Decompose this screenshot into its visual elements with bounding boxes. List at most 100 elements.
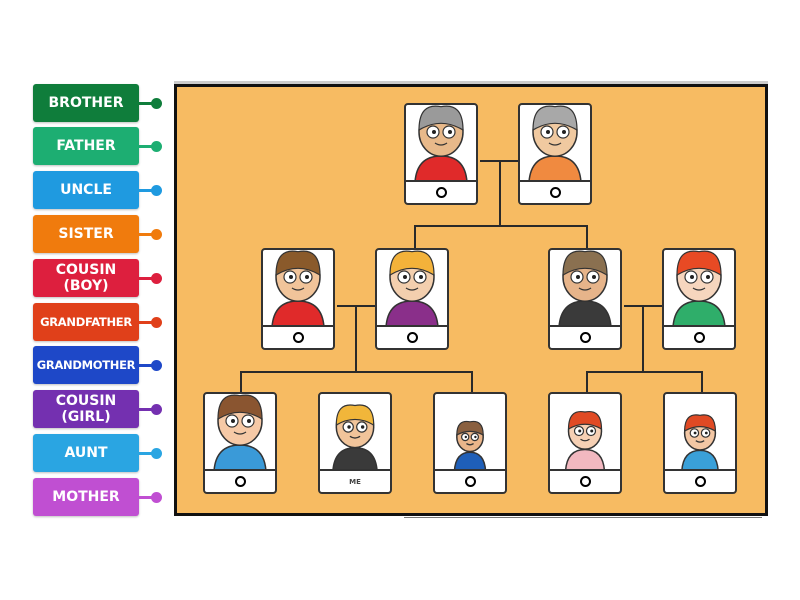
drop-point-ring-icon[interactable]	[694, 476, 706, 487]
tree-connector-line	[586, 371, 702, 373]
body	[680, 449, 720, 472]
body	[271, 300, 325, 328]
label-sister[interactable]: SISTER	[33, 215, 139, 253]
person-illustration	[406, 105, 476, 183]
person-illustration	[205, 394, 275, 472]
hair	[389, 250, 435, 277]
drop-point-ring-icon[interactable]	[292, 332, 304, 343]
father-side-man-card	[261, 248, 335, 350]
drag-handle-dot[interactable]	[151, 360, 162, 371]
drag-handle-dot[interactable]	[151, 317, 162, 328]
label-connector	[139, 321, 153, 324]
hair	[562, 250, 608, 277]
grandfather-card	[404, 103, 478, 205]
tree-connector-line	[586, 225, 588, 248]
drop-point-ring-icon[interactable]	[406, 332, 418, 343]
person-illustration	[377, 250, 447, 328]
label-grandmother[interactable]: GRANDMOTHER	[33, 346, 139, 384]
drag-handle-dot[interactable]	[151, 141, 162, 152]
body	[672, 300, 726, 328]
drop-point-ring-icon[interactable]	[464, 476, 476, 487]
brother-card	[433, 392, 507, 494]
label-brother[interactable]: BROTHER	[33, 84, 139, 122]
drag-handle-dot[interactable]	[151, 185, 162, 196]
divider	[404, 517, 762, 518]
tree-connector-line	[586, 371, 588, 392]
label-connector	[139, 145, 153, 148]
drop-target[interactable]	[406, 180, 476, 203]
person-illustration	[263, 250, 333, 328]
drop-target[interactable]	[435, 469, 505, 492]
body	[332, 446, 378, 472]
label-connector	[139, 189, 153, 192]
label-connector	[139, 277, 153, 280]
mother-card	[375, 248, 449, 350]
label-grandfather[interactable]: GRANDFATHER	[33, 303, 139, 341]
hair	[275, 250, 321, 277]
hair	[676, 250, 722, 277]
grandmother-card	[518, 103, 592, 205]
drop-point-ring-icon[interactable]	[549, 187, 561, 198]
person-illustration	[435, 394, 505, 472]
tree-connector-line	[701, 371, 703, 392]
aunt-card	[662, 248, 736, 350]
cousin-boy-card	[663, 392, 737, 494]
label-connector	[139, 364, 153, 367]
drag-handle-dot[interactable]	[151, 448, 162, 459]
label-connector	[139, 452, 153, 455]
hair	[217, 394, 263, 421]
body	[213, 444, 267, 472]
drag-handle-dot[interactable]	[151, 98, 162, 109]
me-label: ME	[349, 477, 361, 486]
label-connector	[139, 233, 153, 236]
uncle-card	[548, 248, 622, 350]
drop-point-ring-icon[interactable]	[693, 332, 705, 343]
drop-target[interactable]	[263, 325, 333, 348]
hair	[456, 420, 484, 437]
drop-target[interactable]	[550, 325, 620, 348]
label-cousin-girl[interactable]: COUSIN (GIRL)	[33, 390, 139, 428]
label-cousin-boy[interactable]: COUSIN (BOY)	[33, 259, 139, 297]
person-illustration	[550, 394, 620, 472]
drop-point-ring-icon[interactable]	[579, 476, 591, 487]
label-mother[interactable]: MOTHER	[33, 478, 139, 516]
person-illustration	[520, 105, 590, 183]
label-connector	[139, 496, 153, 499]
me-card: ME	[318, 392, 392, 494]
tree-connector-line	[499, 160, 501, 227]
drop-target[interactable]	[520, 180, 590, 203]
drop-target[interactable]	[664, 325, 734, 348]
hair	[532, 105, 578, 132]
cousin-girl-card	[548, 392, 622, 494]
drag-handle-dot[interactable]	[151, 229, 162, 240]
drop-target[interactable]	[665, 469, 735, 492]
tree-connector-line	[642, 305, 644, 373]
body	[414, 155, 468, 183]
tree-connector-line	[355, 305, 357, 373]
drag-handle-dot[interactable]	[151, 492, 162, 503]
drop-point-ring-icon[interactable]	[435, 187, 447, 198]
hair	[567, 410, 603, 431]
label-connector	[139, 102, 153, 105]
drop-point-ring-icon[interactable]	[234, 476, 246, 487]
drop-target[interactable]	[377, 325, 447, 348]
sister-card	[203, 392, 277, 494]
person-illustration	[550, 250, 620, 328]
label-uncle[interactable]: UNCLE	[33, 171, 139, 209]
hair	[335, 404, 375, 427]
tree-connector-line	[414, 225, 416, 248]
hair	[418, 105, 464, 132]
label-aunt[interactable]: AUNT	[33, 434, 139, 472]
drop-target[interactable]	[205, 469, 275, 492]
person-illustration	[320, 394, 390, 472]
drag-handle-dot[interactable]	[151, 404, 162, 415]
body	[564, 448, 606, 472]
tree-connector-line	[414, 225, 588, 227]
person-illustration	[665, 394, 735, 472]
drop-target[interactable]	[550, 469, 620, 492]
drag-handle-dot[interactable]	[151, 273, 162, 284]
drop-target[interactable]: ME	[320, 469, 390, 492]
drop-point-ring-icon[interactable]	[579, 332, 591, 343]
body	[558, 300, 612, 328]
label-father[interactable]: FATHER	[33, 127, 139, 165]
